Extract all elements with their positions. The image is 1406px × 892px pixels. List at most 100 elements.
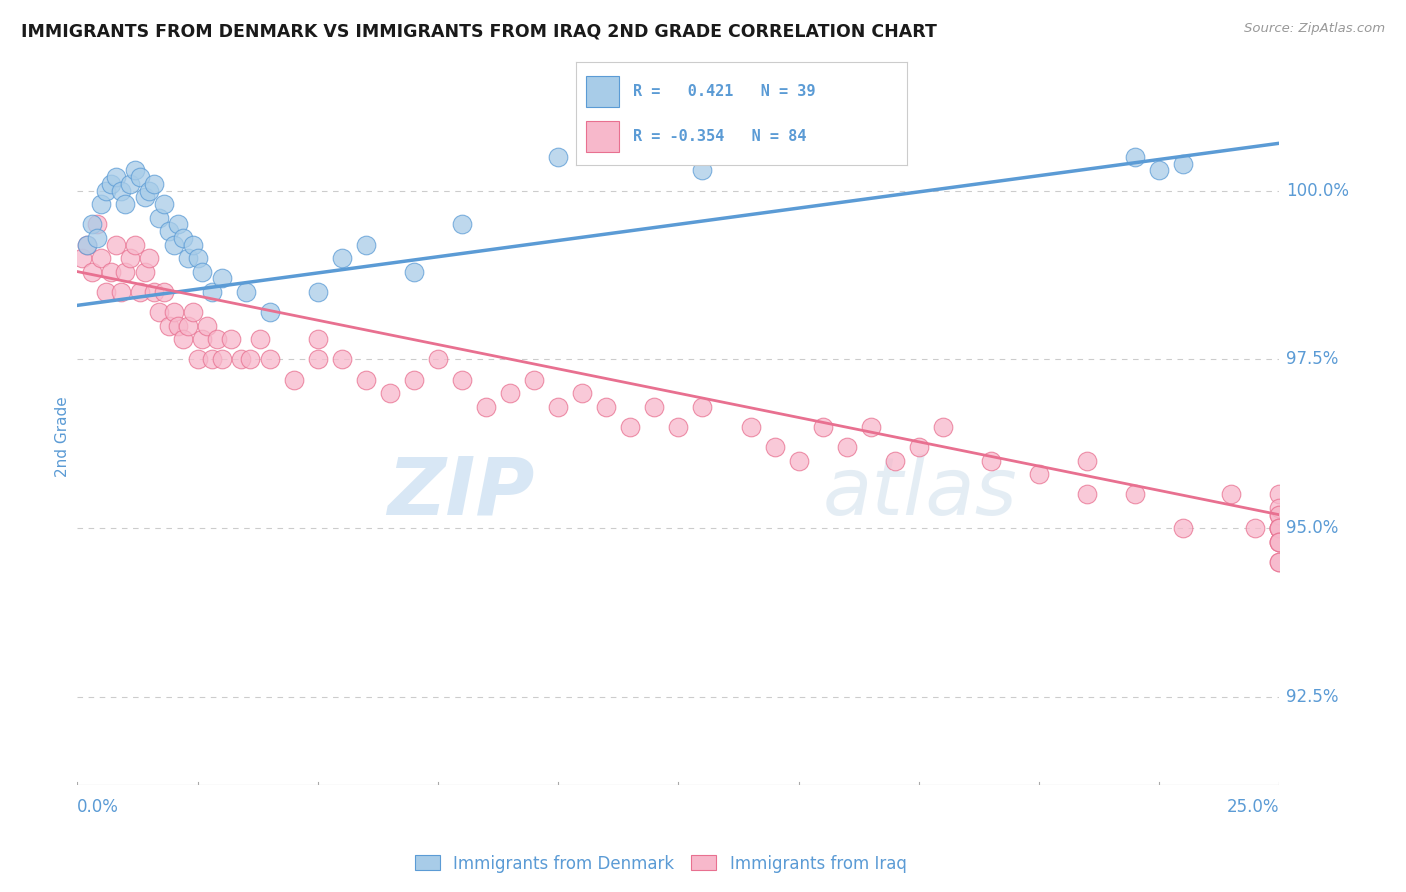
Point	[96, 184, 118, 198]
Point	[475, 400, 498, 414]
Point	[120, 251, 142, 265]
Point	[104, 237, 127, 252]
Point	[219, 332, 242, 346]
Point	[177, 318, 200, 333]
Point	[104, 169, 127, 184]
Text: Source: ZipAtlas.com: Source: ZipAtlas.com	[1244, 22, 1385, 36]
Point	[153, 197, 176, 211]
Point	[692, 163, 714, 178]
Point	[1244, 521, 1267, 535]
Point	[451, 217, 474, 231]
Point	[177, 251, 200, 265]
Point	[1076, 454, 1098, 468]
Point	[1149, 163, 1171, 178]
Point	[1268, 521, 1291, 535]
Point	[619, 420, 641, 434]
Point	[692, 400, 714, 414]
Point	[980, 454, 1002, 468]
Point	[595, 400, 617, 414]
Point	[143, 177, 166, 191]
Point	[90, 251, 112, 265]
Point	[162, 237, 184, 252]
Point	[76, 237, 98, 252]
Point	[167, 217, 190, 231]
Point	[148, 211, 170, 225]
Point	[402, 373, 425, 387]
Point	[259, 305, 281, 319]
Point	[547, 400, 569, 414]
Text: ZIP: ZIP	[387, 454, 534, 532]
Point	[307, 332, 329, 346]
Point	[86, 231, 108, 245]
Point	[157, 224, 180, 238]
Point	[124, 163, 146, 178]
Point	[859, 420, 882, 434]
Point	[186, 251, 209, 265]
Point	[128, 285, 150, 299]
Point	[1268, 521, 1291, 535]
Point	[201, 352, 224, 367]
Point	[90, 197, 112, 211]
Point	[181, 237, 204, 252]
Text: 92.5%: 92.5%	[1286, 688, 1339, 706]
Point	[100, 264, 122, 278]
Point	[1268, 555, 1291, 569]
Text: IMMIGRANTS FROM DENMARK VS IMMIGRANTS FROM IRAQ 2ND GRADE CORRELATION CHART: IMMIGRANTS FROM DENMARK VS IMMIGRANTS FR…	[21, 22, 936, 40]
Point	[186, 352, 209, 367]
Point	[1268, 508, 1291, 522]
Point	[668, 420, 690, 434]
Point	[330, 352, 353, 367]
Point	[110, 184, 132, 198]
Point	[124, 237, 146, 252]
Point	[70, 251, 93, 265]
Text: atlas: atlas	[823, 454, 1018, 532]
Point	[138, 251, 160, 265]
Point	[86, 217, 108, 231]
Point	[1268, 521, 1291, 535]
Point	[811, 420, 834, 434]
Point	[205, 332, 228, 346]
Point	[1268, 534, 1291, 549]
Point	[157, 318, 180, 333]
Point	[883, 454, 905, 468]
Text: R =   0.421   N = 39: R = 0.421 N = 39	[633, 84, 815, 99]
Point	[643, 400, 665, 414]
Text: 100.0%: 100.0%	[1286, 182, 1350, 200]
Point	[908, 440, 931, 454]
Point	[1173, 156, 1195, 170]
Point	[427, 352, 450, 367]
Point	[134, 190, 156, 204]
Point	[96, 285, 118, 299]
Point	[1173, 521, 1195, 535]
Point	[100, 177, 122, 191]
Point	[835, 440, 858, 454]
Point	[740, 420, 762, 434]
Text: 97.5%: 97.5%	[1286, 351, 1339, 368]
Point	[283, 373, 305, 387]
Bar	[586, 76, 620, 106]
Point	[1268, 521, 1291, 535]
Point	[162, 305, 184, 319]
Point	[191, 264, 214, 278]
Point	[1268, 501, 1291, 516]
Legend: Immigrants from Denmark, Immigrants from Iraq: Immigrants from Denmark, Immigrants from…	[409, 848, 912, 880]
Point	[932, 420, 955, 434]
Point	[172, 332, 194, 346]
Point	[307, 285, 329, 299]
Point	[547, 150, 569, 164]
Text: R = -0.354   N = 84: R = -0.354 N = 84	[633, 128, 806, 144]
Point	[523, 373, 546, 387]
Point	[143, 285, 166, 299]
Point	[80, 264, 103, 278]
Y-axis label: 2nd Grade: 2nd Grade	[55, 397, 70, 477]
Point	[153, 285, 176, 299]
Bar	[586, 121, 620, 152]
Point	[354, 373, 377, 387]
Point	[114, 264, 136, 278]
Point	[402, 264, 425, 278]
Point	[249, 332, 271, 346]
Point	[195, 318, 218, 333]
Point	[120, 177, 142, 191]
Point	[571, 386, 593, 401]
Point	[235, 285, 257, 299]
